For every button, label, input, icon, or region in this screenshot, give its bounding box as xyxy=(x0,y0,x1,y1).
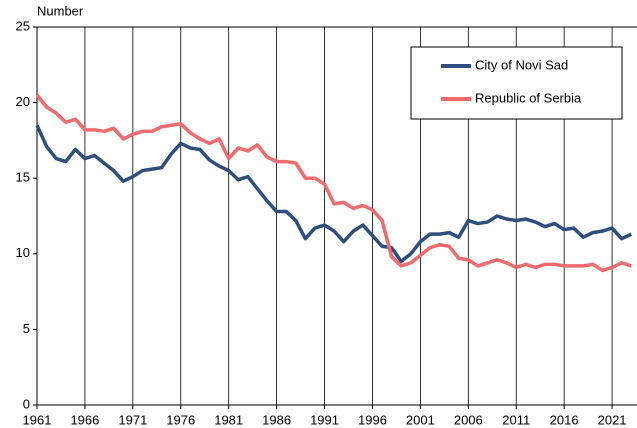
x-tick-label: 2021 xyxy=(598,412,627,427)
y-tick-label: 25 xyxy=(16,18,30,33)
x-tick-label: 2001 xyxy=(406,412,435,427)
x-tick-label: 1966 xyxy=(70,412,99,427)
y-tick-label: 0 xyxy=(23,396,30,411)
y-tick-label: 5 xyxy=(23,321,30,336)
x-tick-label: 1961 xyxy=(23,412,52,427)
x-tick-label: 1971 xyxy=(118,412,147,427)
x-tick-label: 2016 xyxy=(550,412,579,427)
legend-box xyxy=(410,46,623,120)
y-tick-label: 10 xyxy=(16,245,30,260)
x-tick-label: 1991 xyxy=(310,412,339,427)
legend-label: City of Novi Sad xyxy=(475,57,568,72)
x-tick-label: 1976 xyxy=(166,412,195,427)
y-tick-label: 20 xyxy=(16,94,30,109)
legend-label: Republic of Serbia xyxy=(475,90,582,105)
x-tick-label: 1996 xyxy=(358,412,387,427)
line-series xyxy=(35,124,632,264)
y-axis-label: Number xyxy=(37,3,84,18)
x-tick-label: 2006 xyxy=(454,412,483,427)
x-tick-label: 1986 xyxy=(262,412,291,427)
line-series xyxy=(35,93,632,273)
x-tick-label: 1981 xyxy=(214,412,243,427)
x-tick-label: 2011 xyxy=(502,412,530,427)
y-tick-label: 15 xyxy=(16,170,30,185)
